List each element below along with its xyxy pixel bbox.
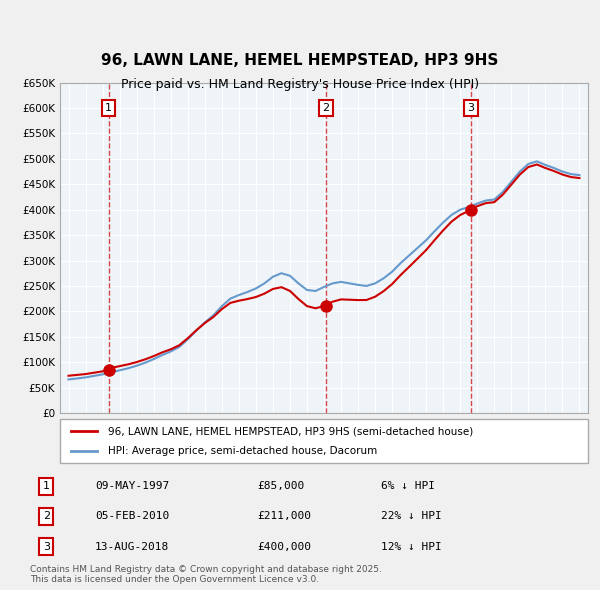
Text: 13-AUG-2018: 13-AUG-2018 — [95, 542, 169, 552]
Text: £400,000: £400,000 — [257, 542, 311, 552]
Text: 22% ↓ HPI: 22% ↓ HPI — [381, 512, 442, 522]
Text: Contains HM Land Registry data © Crown copyright and database right 2025.
This d: Contains HM Land Registry data © Crown c… — [30, 565, 382, 584]
Text: 1: 1 — [43, 481, 50, 491]
Text: 3: 3 — [467, 103, 474, 113]
Text: 1: 1 — [105, 103, 112, 113]
Text: 6% ↓ HPI: 6% ↓ HPI — [381, 481, 435, 491]
FancyBboxPatch shape — [60, 419, 588, 463]
Text: 2: 2 — [43, 512, 50, 522]
Text: 05-FEB-2010: 05-FEB-2010 — [95, 512, 169, 522]
Text: Price paid vs. HM Land Registry's House Price Index (HPI): Price paid vs. HM Land Registry's House … — [121, 78, 479, 91]
Text: 09-MAY-1997: 09-MAY-1997 — [95, 481, 169, 491]
Text: 12% ↓ HPI: 12% ↓ HPI — [381, 542, 442, 552]
Text: £85,000: £85,000 — [257, 481, 304, 491]
Text: 96, LAWN LANE, HEMEL HEMPSTEAD, HP3 9HS: 96, LAWN LANE, HEMEL HEMPSTEAD, HP3 9HS — [101, 53, 499, 68]
Text: £211,000: £211,000 — [257, 512, 311, 522]
Text: 2: 2 — [322, 103, 329, 113]
Text: 3: 3 — [43, 542, 50, 552]
Text: 96, LAWN LANE, HEMEL HEMPSTEAD, HP3 9HS (semi-detached house): 96, LAWN LANE, HEMEL HEMPSTEAD, HP3 9HS … — [107, 427, 473, 436]
Text: HPI: Average price, semi-detached house, Dacorum: HPI: Average price, semi-detached house,… — [107, 446, 377, 455]
